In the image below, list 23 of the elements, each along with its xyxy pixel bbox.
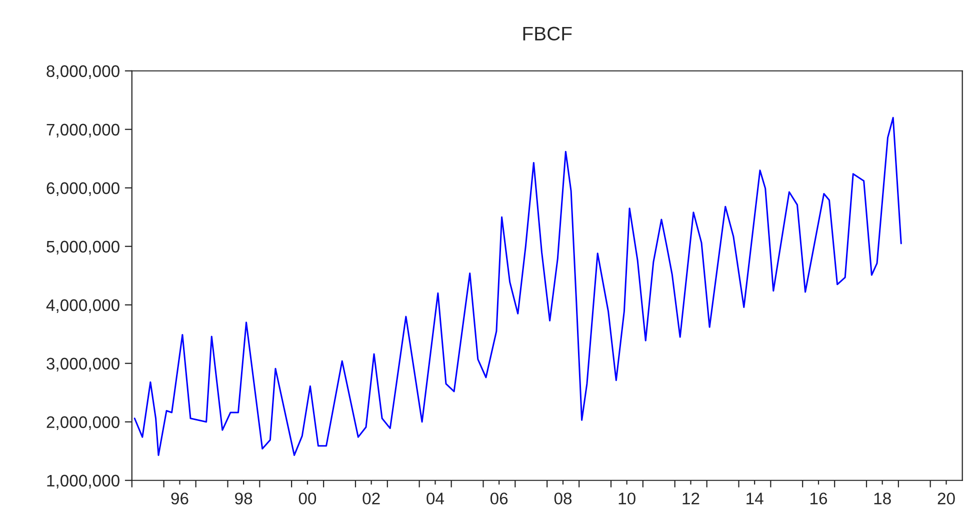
y-tick-label: 1,000,000 <box>47 474 120 489</box>
y-tick-label: 8,000,000 <box>46 65 120 80</box>
y-tick-label: 4,000,000 <box>46 299 120 314</box>
x-tick-label: 14 <box>746 492 764 504</box>
y-tick-label: 5,000,000 <box>46 240 120 255</box>
y-tick-label: 7,000,000 <box>46 124 120 138</box>
chart-title: FBCF <box>523 26 572 41</box>
x-tick-label: 96 <box>171 492 188 504</box>
x-tick-label: 16 <box>810 492 828 504</box>
x-tick-label: 12 <box>682 492 700 504</box>
x-tick-label: 08 <box>554 492 572 504</box>
x-tick-label: 02 <box>362 492 380 504</box>
x-tick-label: 10 <box>618 492 636 504</box>
x-tick-label: 06 <box>490 492 508 504</box>
x-tick-label: 98 <box>235 492 252 504</box>
x-tick-label: 18 <box>874 492 891 504</box>
x-tick-label: 04 <box>426 492 444 504</box>
y-tick-label: 2,000,000 <box>46 416 120 430</box>
x-tick-label: 20 <box>938 492 955 504</box>
line-series <box>134 116 902 456</box>
y-tick-label: 6,000,000 <box>46 182 120 196</box>
y-tick-label: 3,000,000 <box>46 358 120 372</box>
x-tick-label: 00 <box>298 492 316 504</box>
